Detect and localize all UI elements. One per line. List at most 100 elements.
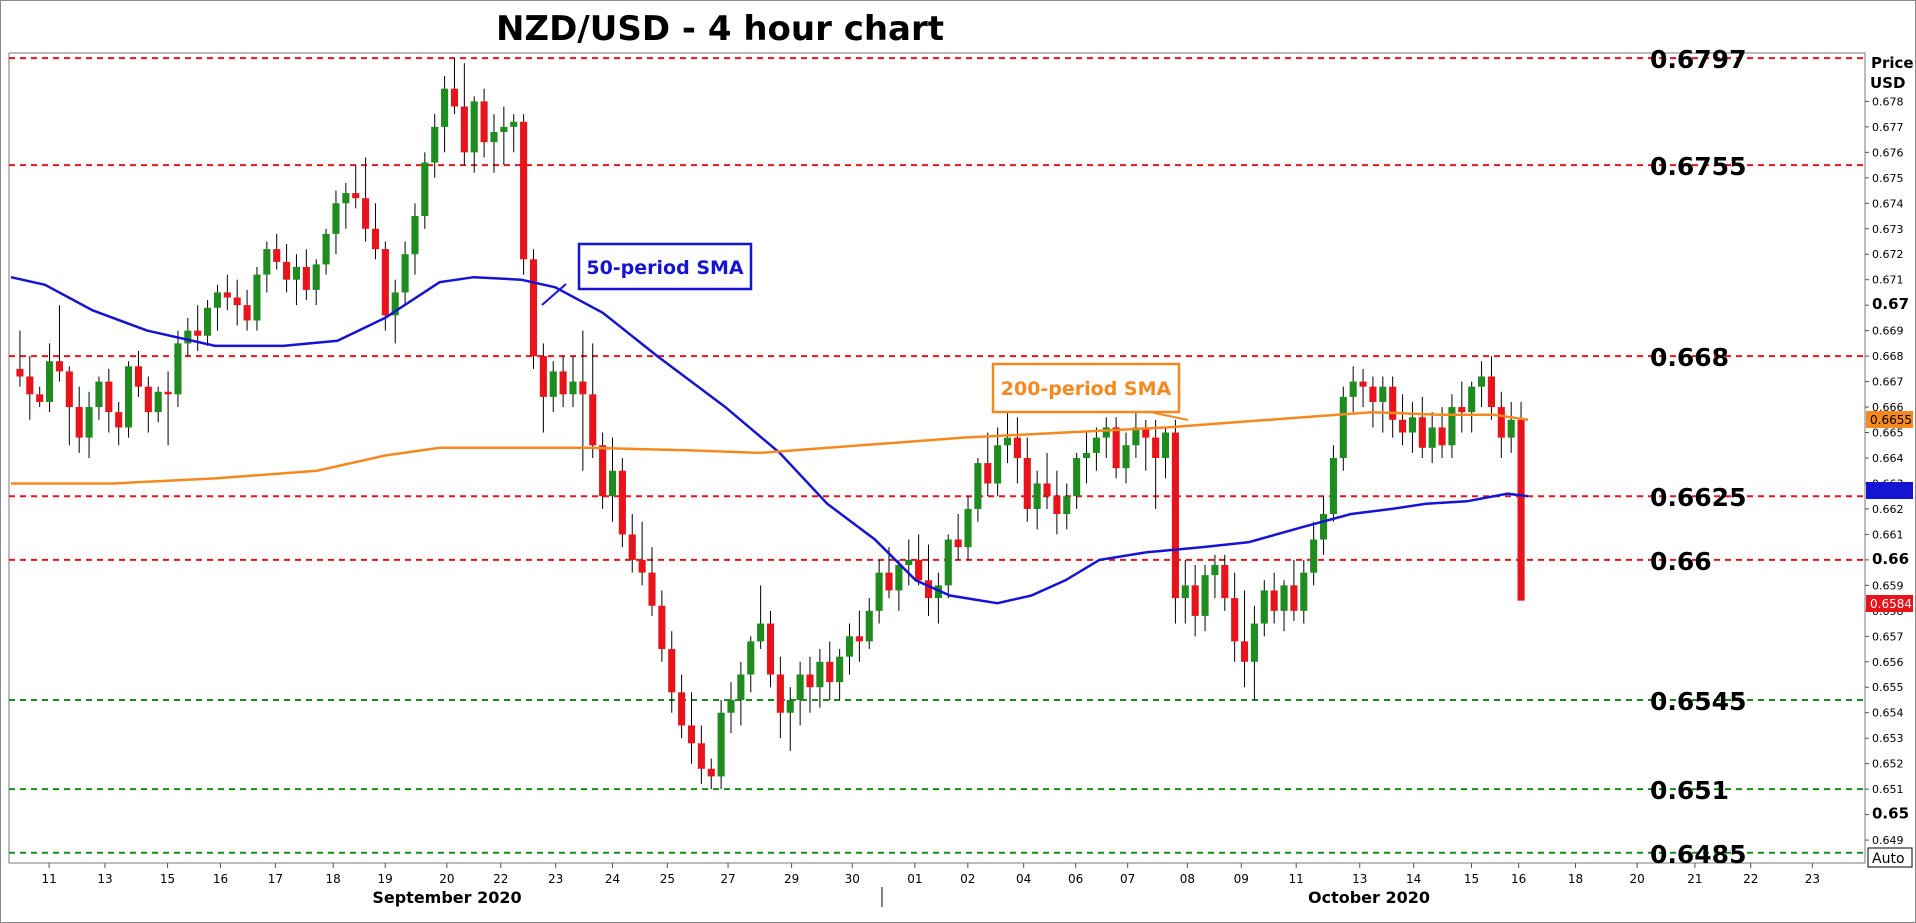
sma50-annotation-pointer <box>541 283 567 306</box>
candle-body <box>599 445 607 497</box>
levels-layer <box>9 57 1865 854</box>
y-tick-label: 0.669 <box>1872 325 1904 338</box>
candle-body <box>964 508 972 548</box>
y-tick-label: 0.659 <box>1872 579 1904 592</box>
candle-body <box>1221 564 1229 599</box>
candle-body <box>845 636 854 657</box>
candle-body <box>233 297 241 306</box>
candle-body <box>1428 427 1436 448</box>
candle-body <box>371 228 380 250</box>
candle-body <box>1270 590 1278 611</box>
candle-body <box>1349 381 1357 397</box>
candle-body <box>1171 432 1179 599</box>
candle-body <box>1191 585 1199 616</box>
y-tick-label: 0.666 <box>1872 401 1904 414</box>
y-tick-label: 0.651 <box>1872 783 1904 796</box>
candle-body <box>1487 376 1495 408</box>
level-label: 0.668 <box>1650 343 1729 372</box>
candle-body <box>1152 437 1160 458</box>
candle-body <box>500 126 508 132</box>
candle-body <box>283 261 291 280</box>
x-tick-label: 30 <box>845 872 860 886</box>
candle-body <box>658 605 666 650</box>
candle-body <box>984 463 992 484</box>
x-tick-label: 27 <box>720 872 735 886</box>
candle-body <box>1408 417 1416 433</box>
candle-body <box>85 407 93 438</box>
y-tick-label: 0.65 <box>1872 805 1909 823</box>
candle-body <box>125 366 133 428</box>
x-tick-label: 17 <box>268 872 283 886</box>
candle-body <box>1142 427 1150 438</box>
price-tag-last-bg <box>1866 595 1913 612</box>
candle-body <box>608 470 617 497</box>
x-tick-label: 11 <box>41 872 56 886</box>
candle-body <box>1468 386 1476 413</box>
candle-body <box>895 564 903 591</box>
candle-body <box>75 407 83 438</box>
x-tick-label: 19 <box>378 872 393 886</box>
candle-body <box>441 88 449 127</box>
sma200-annotation-pointer <box>1149 411 1189 421</box>
y-tick-label: 0.672 <box>1872 248 1904 261</box>
candle-body <box>579 381 587 395</box>
candle-body <box>994 445 1002 484</box>
y-tick-label: 0.674 <box>1872 197 1904 210</box>
x-tick-label: 11 <box>1289 872 1304 886</box>
candle-body <box>332 203 340 234</box>
y-tick-label: 0.667 <box>1872 376 1904 389</box>
x-tick-label: 25 <box>660 872 675 886</box>
x-tick-label: 13 <box>1352 872 1367 886</box>
candle-body <box>362 198 370 229</box>
candle-body <box>1329 458 1337 515</box>
candle-body <box>974 463 982 509</box>
candle-body <box>1240 641 1249 662</box>
candle-body <box>401 254 409 293</box>
candle-body <box>1033 483 1041 509</box>
candle-body <box>816 661 824 688</box>
candle-body <box>1132 427 1140 446</box>
x-tick-label: 24 <box>605 872 620 886</box>
candle-body <box>134 366 143 387</box>
candle-body <box>618 470 626 535</box>
level-label: 0.6797 <box>1650 45 1746 74</box>
candle-body <box>1389 386 1397 420</box>
auto-scale-button[interactable] <box>1867 847 1913 868</box>
candle-body <box>559 371 567 395</box>
x-tick-label: 06 <box>1068 872 1083 886</box>
candle-body <box>36 394 44 402</box>
candle-body <box>144 386 152 413</box>
x-tick-label: 14 <box>1406 872 1421 886</box>
candle-body <box>569 381 577 395</box>
candle-body <box>520 121 528 260</box>
y-tick-label: 0.67 <box>1872 295 1909 313</box>
candle-body <box>628 534 636 560</box>
candle-body <box>1310 539 1318 573</box>
price-tag-current-sma200: 0.6655 <box>1866 411 1913 428</box>
candle-body <box>954 539 962 548</box>
candle-body <box>1339 396 1347 458</box>
candle-body <box>826 661 834 683</box>
price-tag-sma50 <box>1866 482 1913 499</box>
level-label: 0.6755 <box>1650 152 1746 181</box>
candle-body <box>1211 564 1219 576</box>
y-tick-label: 0.671 <box>1872 274 1904 287</box>
candle-body <box>529 259 538 357</box>
candle-body <box>707 768 715 777</box>
candle-body <box>747 641 755 675</box>
candle-body <box>115 412 123 428</box>
sma200-annotation: 200-period SMA <box>991 362 1189 421</box>
x-tick-label: 02 <box>960 872 975 886</box>
x-tick-label: 07 <box>1120 872 1135 886</box>
y-tick-label: 0.676 <box>1872 146 1904 159</box>
x-tick-label: 20 <box>1629 872 1644 886</box>
candle-body <box>539 356 547 397</box>
x-tick-label: 15 <box>160 872 175 886</box>
y-tick-label: 0.661 <box>1872 528 1904 541</box>
y-tick-label: 0.668 <box>1872 350 1904 363</box>
candle-body <box>638 559 646 573</box>
candle-body <box>1379 386 1387 402</box>
candle-body <box>273 249 281 262</box>
x-tick-label: 15 <box>1464 872 1479 886</box>
